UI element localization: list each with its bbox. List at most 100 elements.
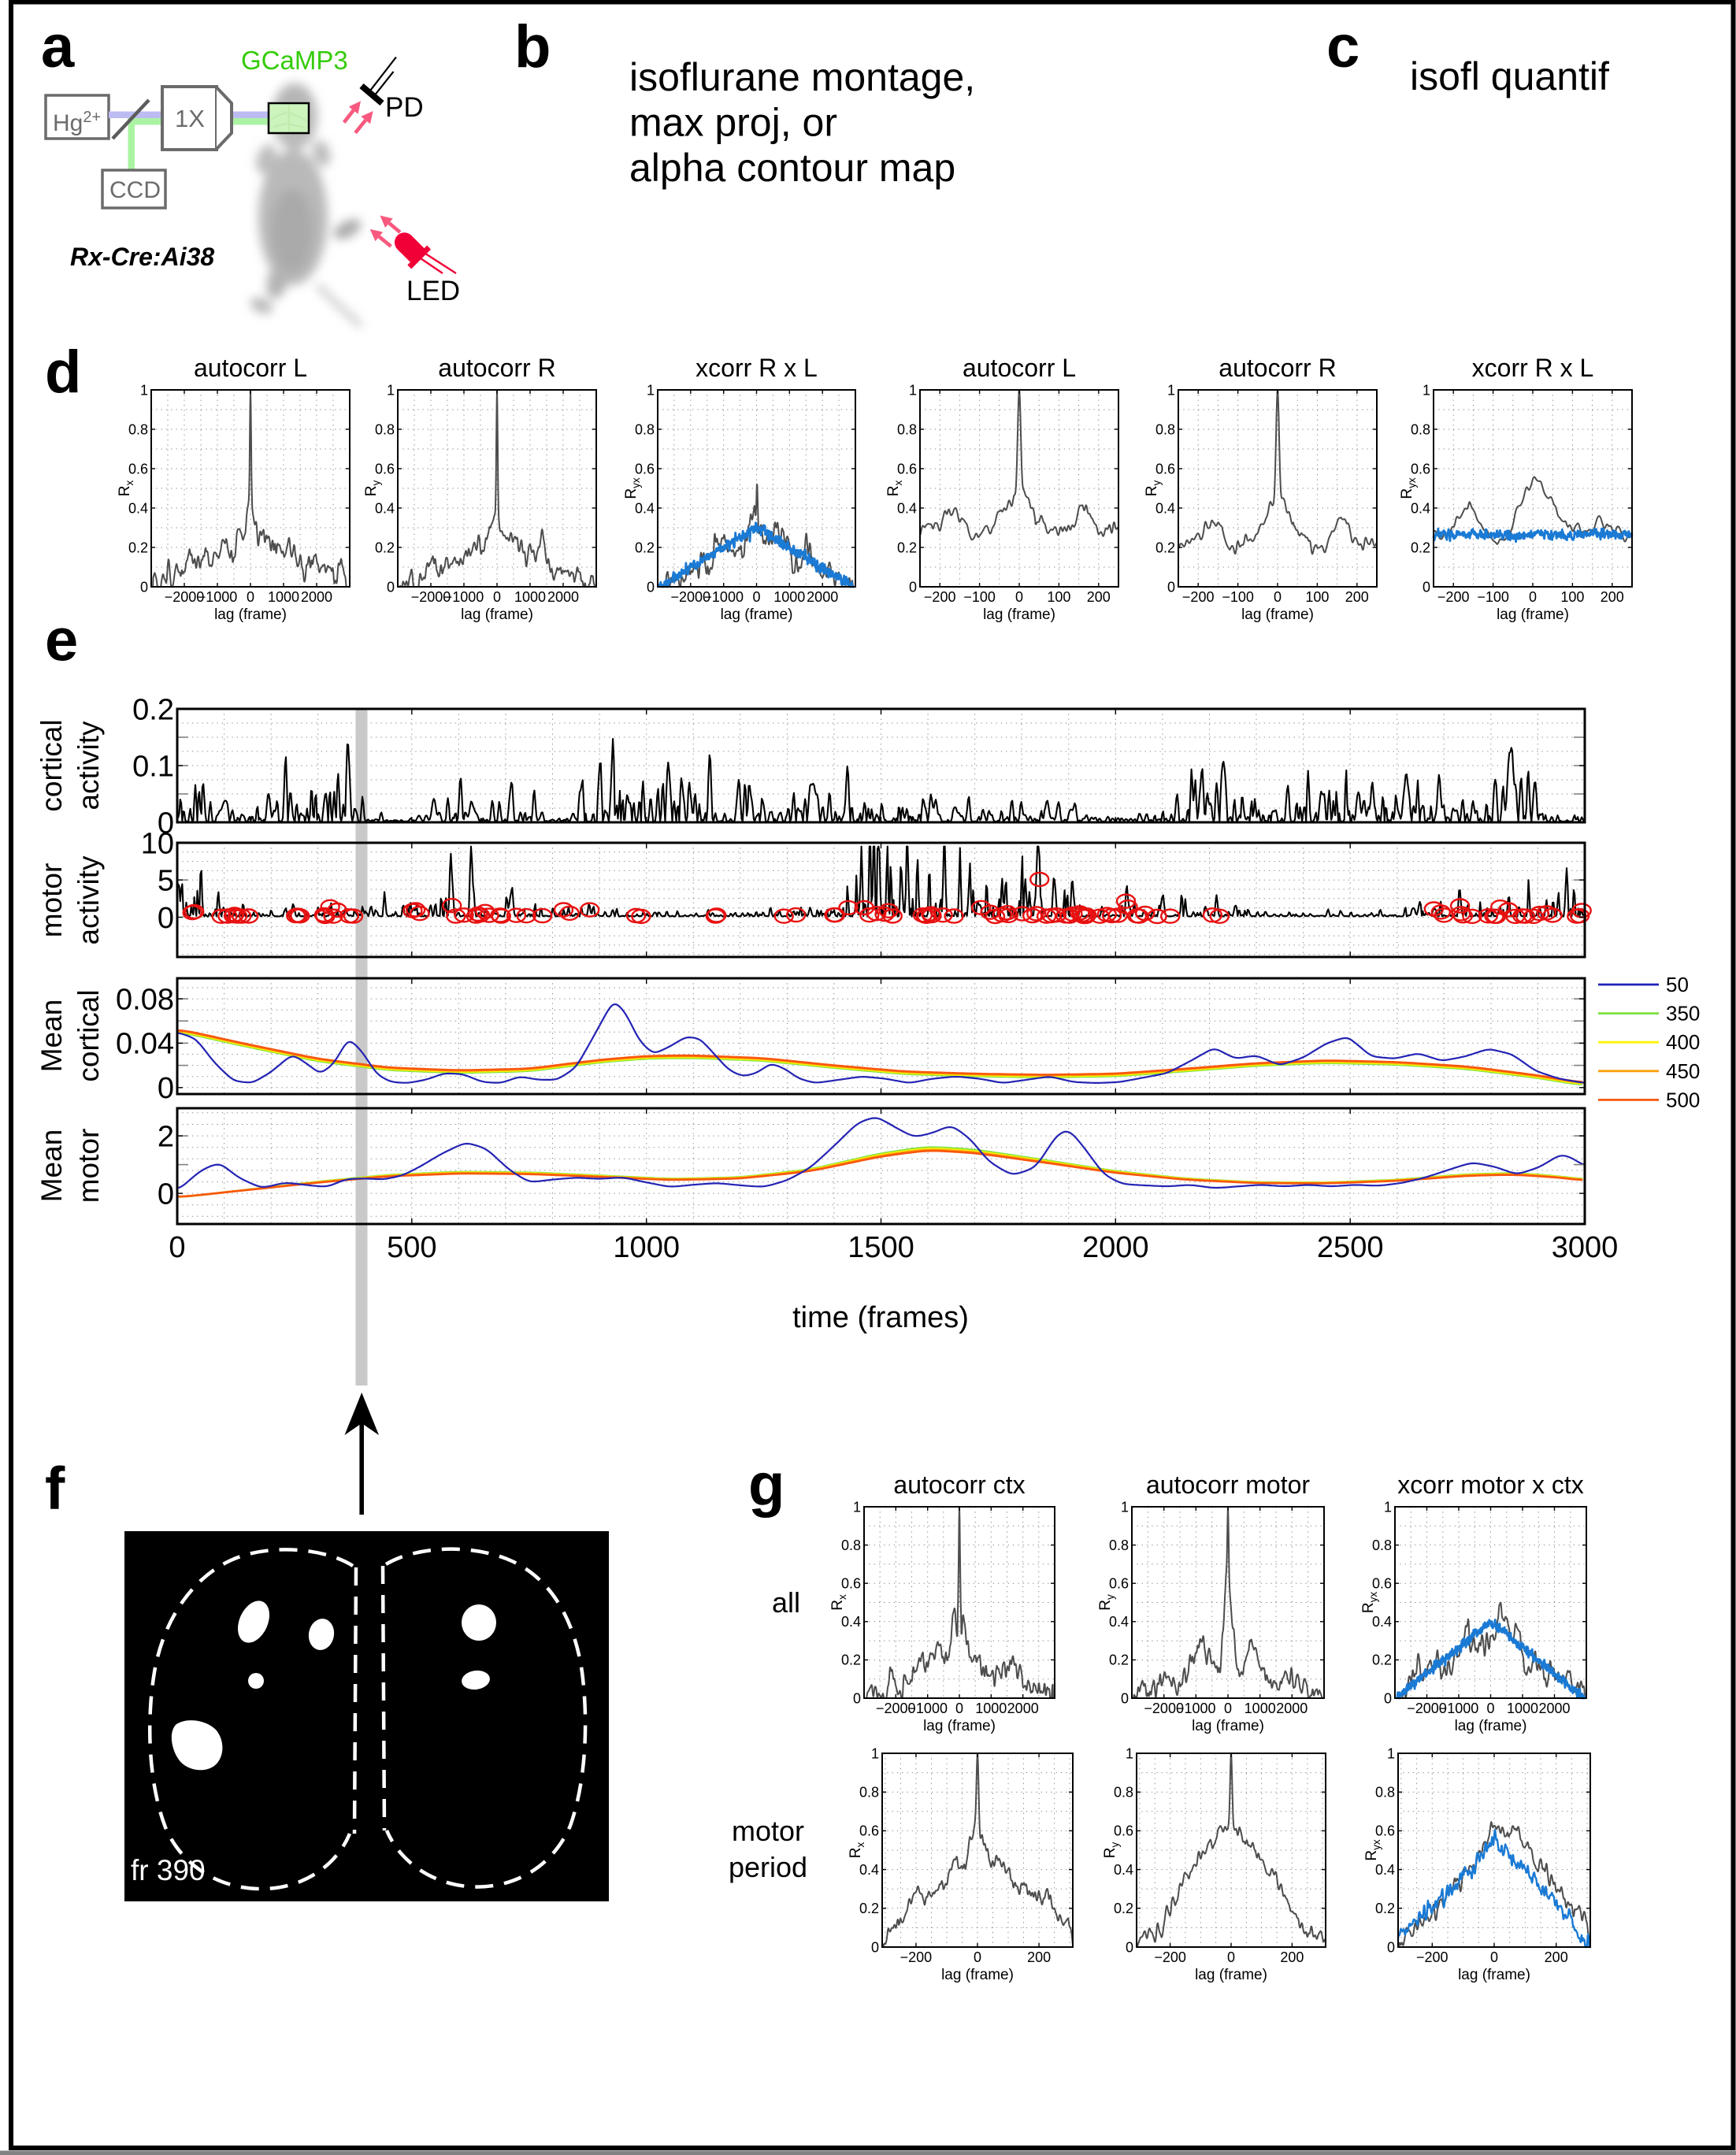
svg-text:400: 400 — [1666, 1030, 1700, 1054]
svg-text:50: 50 — [1666, 973, 1689, 996]
svg-text:1: 1 — [1423, 382, 1430, 398]
svg-text:−2000: −2000 — [876, 1701, 916, 1716]
svg-text:autocorr L: autocorr L — [194, 354, 307, 382]
svg-text:2000: 2000 — [1276, 1701, 1308, 1716]
svg-text:0.4: 0.4 — [1114, 1862, 1133, 1878]
svg-text:500: 500 — [1666, 1088, 1700, 1111]
svg-text:0.2: 0.2 — [128, 540, 148, 555]
svg-text:0.6: 0.6 — [841, 1576, 861, 1592]
svg-text:100: 100 — [1305, 589, 1329, 605]
svg-text:1500: 1500 — [848, 1231, 914, 1264]
svg-text:0.4: 0.4 — [1411, 500, 1430, 516]
svg-text:2000: 2000 — [1538, 1701, 1570, 1716]
svg-text:isofl quantif: isofl quantif — [1410, 54, 1609, 98]
svg-text:0.4: 0.4 — [635, 500, 655, 516]
svg-text:2000: 2000 — [1007, 1701, 1039, 1716]
svg-text:0: 0 — [647, 579, 655, 595]
svg-text:1000: 1000 — [1245, 1701, 1276, 1716]
svg-text:0.6: 0.6 — [375, 461, 395, 477]
svg-text:cortical: cortical — [35, 719, 68, 811]
svg-text:1: 1 — [647, 382, 655, 398]
svg-text:GCaMP3: GCaMP3 — [241, 46, 348, 75]
svg-text:0.8: 0.8 — [128, 421, 148, 437]
svg-text:0: 0 — [1486, 1701, 1494, 1716]
svg-text:Mean: Mean — [35, 1000, 68, 1073]
svg-text:0.2: 0.2 — [635, 540, 655, 555]
svg-text:2000: 2000 — [807, 589, 838, 605]
svg-text:−100: −100 — [1222, 589, 1254, 605]
svg-text:0.8: 0.8 — [859, 1785, 879, 1801]
svg-text:350: 350 — [1666, 1002, 1700, 1026]
svg-text:0.4: 0.4 — [375, 500, 395, 516]
svg-text:autocorr ctx: autocorr ctx — [893, 1471, 1025, 1499]
svg-text:autocorr R: autocorr R — [1219, 354, 1336, 382]
svg-text:0: 0 — [140, 579, 148, 595]
svg-text:f: f — [45, 1456, 65, 1523]
svg-text:alpha contour map: alpha contour map — [629, 146, 955, 190]
svg-text:3000: 3000 — [1552, 1231, 1619, 1264]
svg-text:0: 0 — [158, 807, 174, 840]
svg-text:0: 0 — [1274, 589, 1282, 605]
svg-text:1: 1 — [909, 382, 917, 398]
svg-text:xcorr R x L: xcorr R x L — [696, 354, 818, 382]
svg-text:0: 0 — [1387, 1939, 1395, 1955]
svg-text:0: 0 — [158, 902, 174, 935]
svg-text:200: 200 — [1345, 589, 1369, 605]
svg-text:200: 200 — [1601, 589, 1624, 605]
svg-text:0: 0 — [158, 1072, 174, 1105]
svg-text:0.8: 0.8 — [897, 421, 917, 437]
svg-text:lag (frame): lag (frame) — [983, 606, 1055, 623]
svg-text:d: d — [45, 339, 81, 406]
svg-text:0.8: 0.8 — [1109, 1537, 1129, 1553]
svg-text:0.2: 0.2 — [375, 540, 395, 555]
svg-text:c: c — [1326, 13, 1359, 80]
svg-text:−200: −200 — [900, 1949, 933, 1965]
svg-text:0.4: 0.4 — [128, 500, 148, 516]
svg-text:−200: −200 — [1182, 589, 1215, 605]
svg-text:0: 0 — [1224, 1701, 1232, 1716]
svg-text:0.6: 0.6 — [897, 461, 917, 477]
svg-text:2000: 2000 — [301, 589, 332, 605]
svg-text:0.6: 0.6 — [1109, 1576, 1129, 1592]
svg-text:lag (frame): lag (frame) — [1455, 1718, 1527, 1734]
svg-text:0.6: 0.6 — [859, 1823, 879, 1839]
svg-text:0: 0 — [158, 1178, 174, 1211]
svg-text:2500: 2500 — [1317, 1231, 1384, 1264]
svg-text:0: 0 — [1423, 579, 1430, 595]
svg-text:activity: activity — [72, 855, 105, 945]
svg-text:0.2: 0.2 — [897, 540, 917, 555]
svg-text:100: 100 — [1560, 589, 1584, 605]
svg-text:lag (frame): lag (frame) — [941, 1967, 1014, 1983]
svg-text:1: 1 — [871, 1745, 879, 1761]
svg-text:0: 0 — [1490, 1949, 1498, 1965]
svg-text:autocorr R: autocorr R — [438, 354, 555, 382]
svg-text:0.2: 0.2 — [1375, 1901, 1395, 1916]
svg-text:100: 100 — [1047, 589, 1070, 605]
svg-text:0.4: 0.4 — [1155, 500, 1175, 516]
svg-text:0.6: 0.6 — [1375, 1823, 1395, 1839]
svg-text:0.1: 0.1 — [132, 750, 174, 783]
svg-text:activity: activity — [72, 721, 105, 810]
svg-text:−2000: −2000 — [411, 589, 451, 605]
svg-text:1000: 1000 — [613, 1231, 680, 1264]
svg-text:0: 0 — [752, 589, 760, 605]
svg-text:−2000: −2000 — [1144, 1701, 1184, 1716]
svg-text:0.8: 0.8 — [1375, 1785, 1395, 1801]
svg-text:0.6: 0.6 — [1114, 1823, 1133, 1839]
svg-text:2: 2 — [158, 1120, 174, 1153]
svg-text:0.8: 0.8 — [841, 1537, 861, 1553]
svg-text:autocorr L: autocorr L — [963, 354, 1076, 382]
svg-text:0.2: 0.2 — [132, 693, 174, 726]
svg-text:450: 450 — [1666, 1059, 1700, 1083]
svg-text:−200: −200 — [924, 589, 956, 605]
svg-text:500: 500 — [387, 1231, 436, 1264]
svg-text:all: all — [772, 1586, 800, 1619]
svg-text:−1000: −1000 — [198, 589, 238, 605]
svg-text:5: 5 — [158, 865, 174, 898]
svg-text:e: e — [45, 607, 78, 674]
svg-text:lag (frame): lag (frame) — [214, 606, 287, 623]
svg-text:200: 200 — [1280, 1949, 1304, 1965]
svg-text:0.4: 0.4 — [1375, 1862, 1395, 1878]
svg-text:0.6: 0.6 — [635, 461, 655, 477]
svg-text:1000: 1000 — [514, 589, 546, 605]
